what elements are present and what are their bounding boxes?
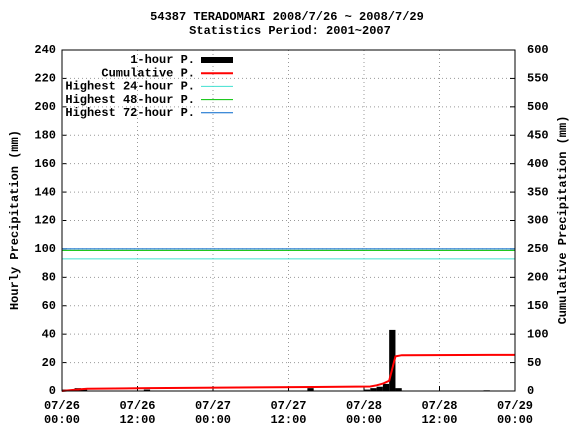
y2-tick-label: 0 <box>527 384 534 398</box>
y2-tick-label: 400 <box>527 157 549 171</box>
y-tick-label: 160 <box>34 157 56 171</box>
y2-tick-label: 500 <box>527 100 549 114</box>
y2-tick-label: 150 <box>527 299 549 313</box>
y2-tick-label: 200 <box>527 271 549 285</box>
y-tick-label: 20 <box>42 356 56 370</box>
bar <box>143 389 151 391</box>
y-tick-label: 120 <box>34 214 56 228</box>
legend-swatch <box>201 57 233 63</box>
bar <box>370 388 377 391</box>
y-tick-label: 100 <box>34 242 56 256</box>
y-tick-label: 200 <box>34 100 56 114</box>
y-tick-label: 180 <box>34 128 56 142</box>
y-tick-label: 80 <box>42 271 56 285</box>
bar <box>376 386 383 391</box>
cumulative-line <box>61 353 515 392</box>
chart-title: 54387 TERADOMARI 2008/7/26 ~ 2008/7/29 <box>150 10 424 24</box>
bar <box>307 388 314 391</box>
y2-tick-label: 250 <box>527 242 549 256</box>
y2-tick-label: 100 <box>527 327 549 341</box>
y2-axis-label: Cumulative Precipitation (mm) <box>556 116 570 325</box>
y2-tick-label: 350 <box>527 185 549 199</box>
legend-label: Cumulative P. <box>101 66 195 80</box>
x-tick-label: 07/29 00:00 <box>496 399 533 427</box>
y-axis-label: Hourly Precipitation (mm) <box>8 130 22 310</box>
y-tick-label: 60 <box>42 299 56 313</box>
bar <box>382 383 390 391</box>
bar <box>364 389 371 391</box>
legend-label: Highest 48-hour P. <box>65 93 195 107</box>
x-tick-label: 07/28 12:00 <box>421 399 458 427</box>
y-tick-label: 240 <box>34 43 56 57</box>
y2-tick-label: 600 <box>527 43 549 57</box>
y2-tick-label: 300 <box>527 214 549 228</box>
y-tick-label: 220 <box>34 72 56 86</box>
bar <box>389 329 396 391</box>
y-tick-label: 140 <box>34 185 56 199</box>
x-tick-label: 07/28 00:00 <box>345 399 382 427</box>
legend-label: 1-hour P. <box>130 53 195 67</box>
y2-tick-label: 450 <box>527 128 549 142</box>
legend-label: Highest 24-hour P. <box>65 80 195 94</box>
x-tick-label: 07/27 00:00 <box>194 399 231 427</box>
bar <box>80 389 88 391</box>
chart-subtitle: Statistics Period: 2001~2007 <box>189 24 391 38</box>
y2-tick-label: 550 <box>527 72 549 86</box>
plot-frame <box>61 49 516 392</box>
x-tick-label: 07/27 12:00 <box>270 399 307 427</box>
x-tick-label: 07/26 12:00 <box>119 399 156 427</box>
y-tick-label: 40 <box>42 327 56 341</box>
y2-tick-label: 50 <box>527 356 541 370</box>
legend-label: Highest 72-hour P. <box>65 106 195 120</box>
y-tick-label: 0 <box>49 384 56 398</box>
bar <box>395 388 402 391</box>
x-tick-label: 07/26 00:00 <box>43 399 80 427</box>
